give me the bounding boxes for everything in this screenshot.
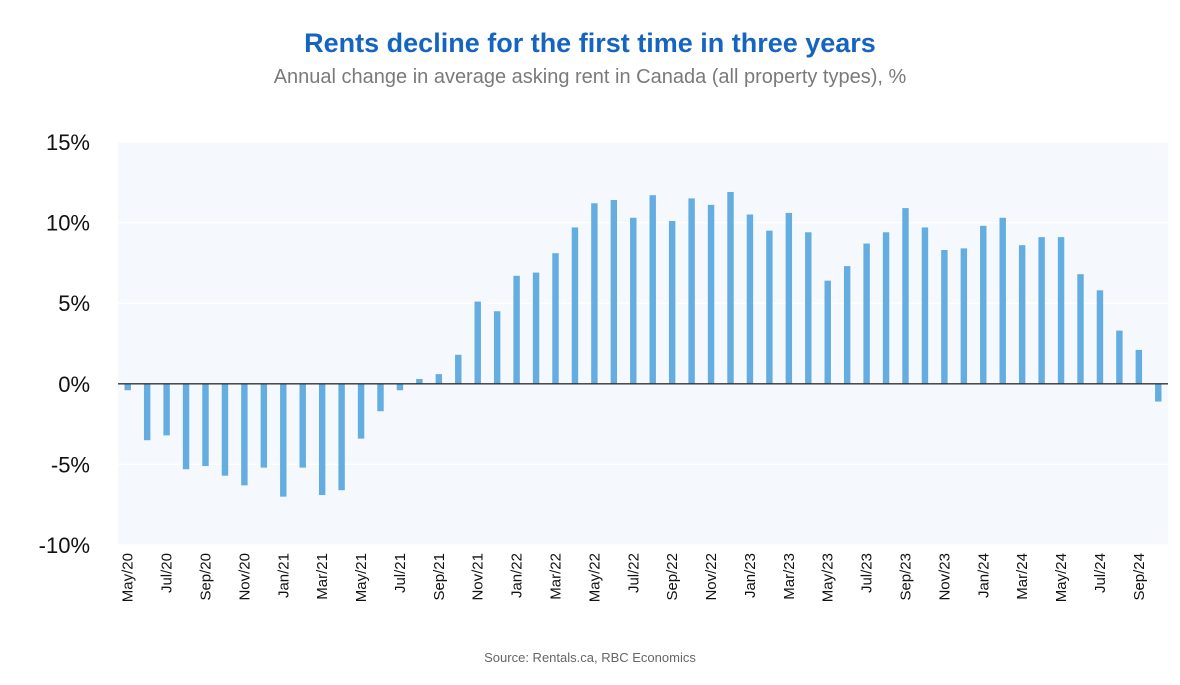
x-tick-label: Mar/21 bbox=[314, 553, 331, 600]
bar bbox=[980, 225, 987, 384]
bar bbox=[1018, 245, 1026, 384]
bar bbox=[610, 200, 618, 384]
bar bbox=[882, 232, 890, 384]
bar bbox=[260, 383, 268, 468]
bar bbox=[999, 217, 1006, 384]
bar bbox=[766, 230, 773, 384]
chart-subtitle: Annual change in average asking rent in … bbox=[273, 66, 907, 88]
x-tick-label: Mar/22 bbox=[548, 553, 565, 600]
x-tick-label: May/23 bbox=[820, 553, 837, 602]
bar bbox=[941, 250, 948, 384]
x-tick-label: May/20 bbox=[120, 553, 137, 602]
bar bbox=[1116, 330, 1123, 384]
bar bbox=[1155, 383, 1162, 402]
bar bbox=[474, 301, 481, 384]
bar bbox=[396, 383, 404, 391]
x-tick-label: Sep/23 bbox=[898, 553, 915, 601]
bar bbox=[668, 220, 676, 384]
bars bbox=[124, 191, 1162, 497]
bar bbox=[746, 214, 754, 384]
bar bbox=[318, 383, 326, 496]
x-tick-label: Jan/22 bbox=[509, 553, 526, 598]
y-tick-label: 5% bbox=[58, 291, 90, 316]
bar bbox=[688, 198, 695, 384]
bar bbox=[785, 212, 793, 384]
x-tick-label: Nov/23 bbox=[936, 553, 953, 601]
bar bbox=[960, 248, 968, 384]
x-tick-label: Jul/20 bbox=[159, 553, 176, 593]
bar bbox=[163, 383, 170, 436]
bar bbox=[241, 383, 248, 486]
bar bbox=[707, 204, 715, 384]
x-tick-label: Nov/21 bbox=[470, 553, 487, 601]
x-axis: May/20 Jul/20 Sep/20 Nov/20 Jan/21 Mar/21 May/… bbox=[120, 553, 1148, 602]
grid-lines bbox=[118, 141, 1168, 546]
bar bbox=[630, 217, 637, 384]
bar bbox=[1038, 237, 1045, 384]
x-tick-label: Sep/22 bbox=[664, 553, 681, 601]
bar bbox=[493, 311, 501, 384]
x-tick-label: Sep/21 bbox=[431, 553, 448, 601]
x-tick-label: Sep/24 bbox=[1131, 553, 1148, 601]
bar bbox=[571, 227, 579, 384]
bar bbox=[552, 253, 559, 384]
bar bbox=[143, 383, 151, 441]
bar bbox=[357, 383, 365, 439]
bar bbox=[591, 203, 598, 384]
bar bbox=[532, 272, 540, 384]
bar bbox=[124, 383, 131, 391]
bar bbox=[299, 383, 306, 468]
x-tick-label: Sep/20 bbox=[198, 553, 215, 601]
x-tick-label: Jan/21 bbox=[275, 553, 292, 598]
x-tick-label: Nov/22 bbox=[703, 553, 720, 601]
bar bbox=[921, 227, 929, 384]
x-tick-label: Jul/22 bbox=[625, 553, 642, 593]
bar bbox=[202, 383, 209, 467]
x-tick-label: Mar/24 bbox=[1014, 553, 1031, 600]
x-tick-label: May/21 bbox=[353, 553, 370, 602]
y-tick-label: 0% bbox=[58, 372, 90, 397]
chart-title: Rents decline for the first time in thre… bbox=[304, 28, 876, 58]
y-tick-label: -10% bbox=[39, 533, 90, 558]
x-tick-label: May/24 bbox=[1053, 553, 1070, 602]
bar bbox=[455, 354, 462, 384]
x-tick-label: May/22 bbox=[586, 553, 603, 602]
bar bbox=[221, 383, 229, 476]
y-tick-label: -5% bbox=[51, 452, 90, 477]
y-axis: 15% 10% 5% 0% -5% -10% bbox=[39, 130, 90, 558]
bar bbox=[863, 243, 870, 384]
bar bbox=[416, 378, 423, 384]
x-tick-label: Jan/24 bbox=[975, 553, 992, 598]
bar bbox=[902, 208, 909, 384]
chart-source: Source: Rentals.ca, RBC Economics bbox=[484, 650, 696, 665]
plot-area bbox=[118, 142, 1168, 545]
bar bbox=[843, 266, 851, 384]
y-tick-label: 10% bbox=[46, 211, 90, 236]
bar bbox=[338, 383, 345, 491]
bar bbox=[1135, 349, 1143, 384]
bar bbox=[280, 383, 287, 497]
bar bbox=[727, 191, 734, 384]
bar bbox=[824, 280, 831, 384]
bar bbox=[377, 383, 384, 412]
x-tick-label: Nov/20 bbox=[236, 553, 253, 601]
x-tick-label: Jul/23 bbox=[859, 553, 876, 593]
x-tick-label: Jul/21 bbox=[392, 553, 409, 593]
bar bbox=[1096, 290, 1104, 384]
bar bbox=[1077, 274, 1084, 384]
bar bbox=[435, 374, 443, 384]
bar bbox=[649, 195, 656, 384]
bar bbox=[513, 275, 520, 384]
x-tick-label: Mar/23 bbox=[781, 553, 798, 600]
bar bbox=[1057, 237, 1065, 384]
bar bbox=[182, 383, 190, 470]
x-tick-label: Jan/23 bbox=[742, 553, 759, 598]
y-tick-label: 15% bbox=[46, 130, 90, 155]
x-tick-label: Jul/24 bbox=[1092, 553, 1109, 593]
bar bbox=[805, 232, 812, 384]
